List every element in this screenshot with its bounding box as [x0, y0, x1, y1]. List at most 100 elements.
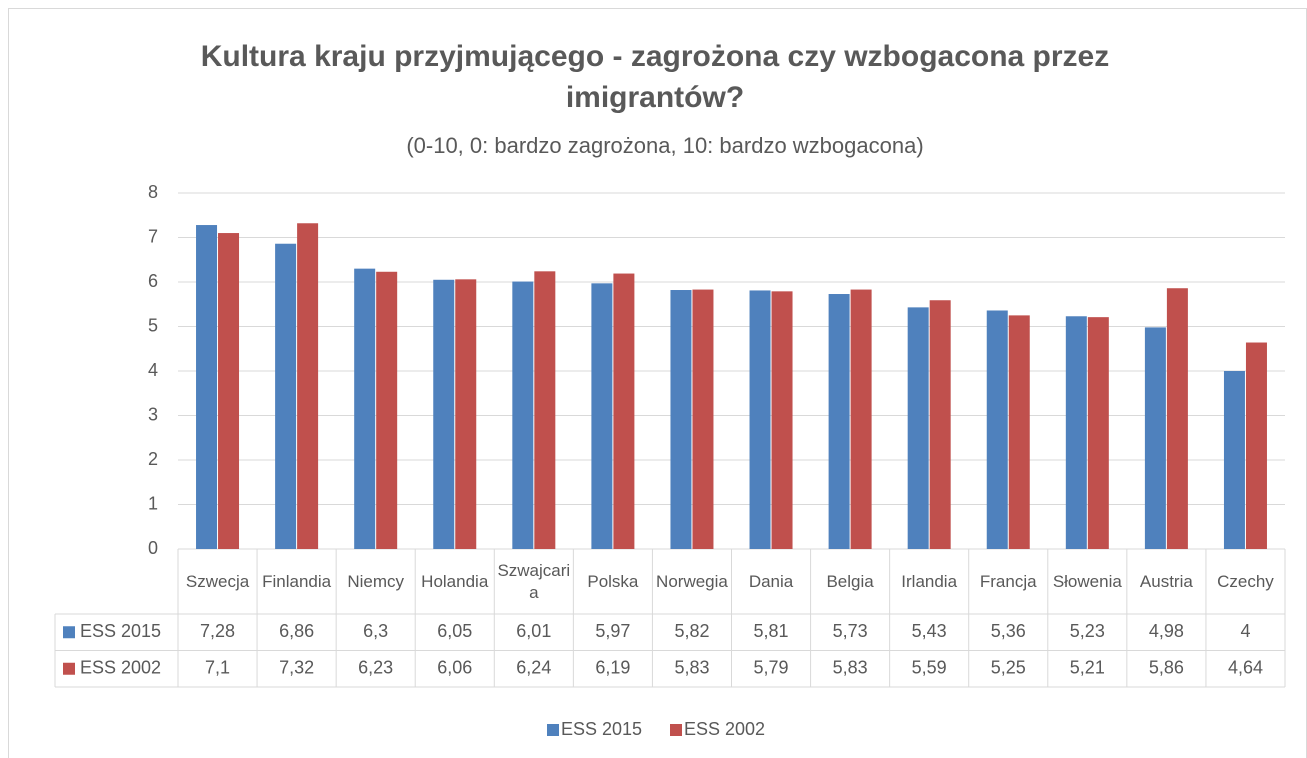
legend-key: [547, 724, 559, 736]
x-tick-label: Austria: [1139, 571, 1193, 591]
x-tick-label: Polska: [587, 571, 639, 591]
legend-key: [670, 724, 682, 736]
bar: [455, 279, 477, 549]
y-tick-label: 5: [148, 315, 158, 335]
x-tick-label: Niemcy: [347, 571, 404, 591]
x-tick-label: Szwajcaria: [497, 560, 571, 602]
x-tick-label: Norwegia: [656, 571, 728, 591]
bar: [297, 223, 319, 549]
bar: [828, 294, 850, 549]
bar: [749, 290, 771, 549]
y-tick-label: 4: [148, 360, 158, 380]
category-cell: Austria: [1139, 571, 1193, 591]
bar: [376, 271, 398, 549]
x-tick-label: Belgia: [826, 571, 874, 591]
category-cell: Belgia: [826, 571, 874, 591]
data-cell: 5,83: [674, 658, 709, 678]
data-cell: 5,86: [1149, 658, 1184, 678]
x-tick-label: Holandia: [421, 571, 489, 591]
bar: [907, 307, 929, 549]
chart-subtitle: (0-10, 0: bardzo zagrożona, 10: bardzo w…: [406, 133, 923, 158]
row-label: ESS 2015: [80, 621, 161, 641]
legend-key: [63, 662, 75, 675]
category-cell: Czechy: [1217, 571, 1274, 591]
legend-key: [63, 626, 75, 639]
bar: [591, 283, 613, 549]
data-cell: 5,36: [991, 621, 1026, 641]
y-tick-label: 6: [148, 271, 158, 291]
data-cell: 4,64: [1228, 658, 1263, 678]
data-cell: 5,21: [1070, 658, 1105, 678]
x-tick-label: Francja: [979, 571, 1037, 591]
bar: [771, 291, 793, 549]
title-box: Kultura kraju przyjmującego - zagrożona …: [200, 40, 1110, 114]
data-cell: 4,98: [1149, 621, 1184, 641]
x-tick-label: Irlandia: [901, 571, 958, 591]
bar: [275, 243, 297, 550]
data-cell: 6,19: [595, 658, 630, 678]
category-cell: Dania: [748, 571, 794, 591]
bar: [613, 273, 635, 549]
data-cell: 7,32: [279, 658, 314, 678]
data-cell: 5,43: [912, 621, 947, 641]
chart-title: Kultura kraju przyjmującego - zagrożona …: [200, 40, 1110, 114]
data-cell: 4: [1240, 621, 1250, 641]
x-tick-label: Słowenia: [1052, 571, 1122, 591]
category-cell: Szwecja: [185, 571, 250, 591]
data-cell: 5,97: [595, 621, 630, 641]
legend-label: ESS 2002: [684, 719, 765, 739]
x-tick-label: Czechy: [1217, 571, 1274, 591]
data-cell: 6,86: [279, 621, 314, 641]
data-cell: 6,24: [516, 658, 551, 678]
category-cell: Holandia: [421, 571, 489, 591]
y-tick-label: 1: [148, 493, 158, 513]
category-cell: Irlandia: [901, 571, 958, 591]
bar: [850, 289, 872, 549]
category-cell: Polska: [587, 571, 639, 591]
data-cell: 6,23: [358, 658, 393, 678]
data-cell: 5,82: [674, 621, 709, 641]
category-cell: Szwajcaria: [497, 560, 571, 602]
data-cell: 7,1: [205, 658, 230, 678]
data-cell: 5,25: [991, 658, 1026, 678]
category-cell: Słowenia: [1052, 571, 1122, 591]
data-cell: 5,59: [912, 658, 947, 678]
category-cell: Norwegia: [656, 571, 728, 591]
bar: [354, 268, 376, 549]
y-tick-label: 2: [148, 449, 158, 469]
bar: [1065, 316, 1087, 549]
x-tick-label: Szwecja: [185, 571, 250, 591]
bar: [218, 233, 240, 550]
bar: [433, 279, 455, 549]
row-label: ESS 2002: [80, 658, 161, 678]
data-cell: 6,01: [516, 621, 551, 641]
bar: [670, 290, 692, 549]
category-cell: Finlandia: [262, 572, 331, 591]
bar: [512, 281, 534, 549]
y-tick-label: 3: [148, 404, 158, 424]
x-tick-label: Dania: [748, 571, 794, 591]
bar: [196, 225, 218, 550]
data-cell: 7,28: [200, 621, 235, 641]
data-cell: 6,05: [437, 621, 472, 641]
data-cell: 6,3: [363, 621, 388, 641]
bar: [1087, 317, 1109, 549]
bar: [929, 300, 951, 549]
y-tick-label: 7: [148, 226, 158, 246]
bar: [692, 289, 714, 549]
data-cell: 6,06: [437, 658, 472, 678]
y-tick-label: 8: [148, 182, 158, 202]
data-cell: 5,79: [754, 658, 789, 678]
legend-label: ESS 2015: [561, 719, 642, 739]
y-tick-label: 0: [148, 538, 158, 558]
bar: [534, 271, 556, 549]
bar: [1223, 371, 1245, 549]
data-cell: 5,81: [754, 621, 789, 641]
bar: [1166, 288, 1188, 549]
data-cell: 5,73: [833, 621, 868, 641]
category-cell: Francja: [979, 571, 1037, 591]
bar: [1008, 315, 1030, 549]
bar: [986, 310, 1008, 549]
bar: [1144, 327, 1166, 549]
